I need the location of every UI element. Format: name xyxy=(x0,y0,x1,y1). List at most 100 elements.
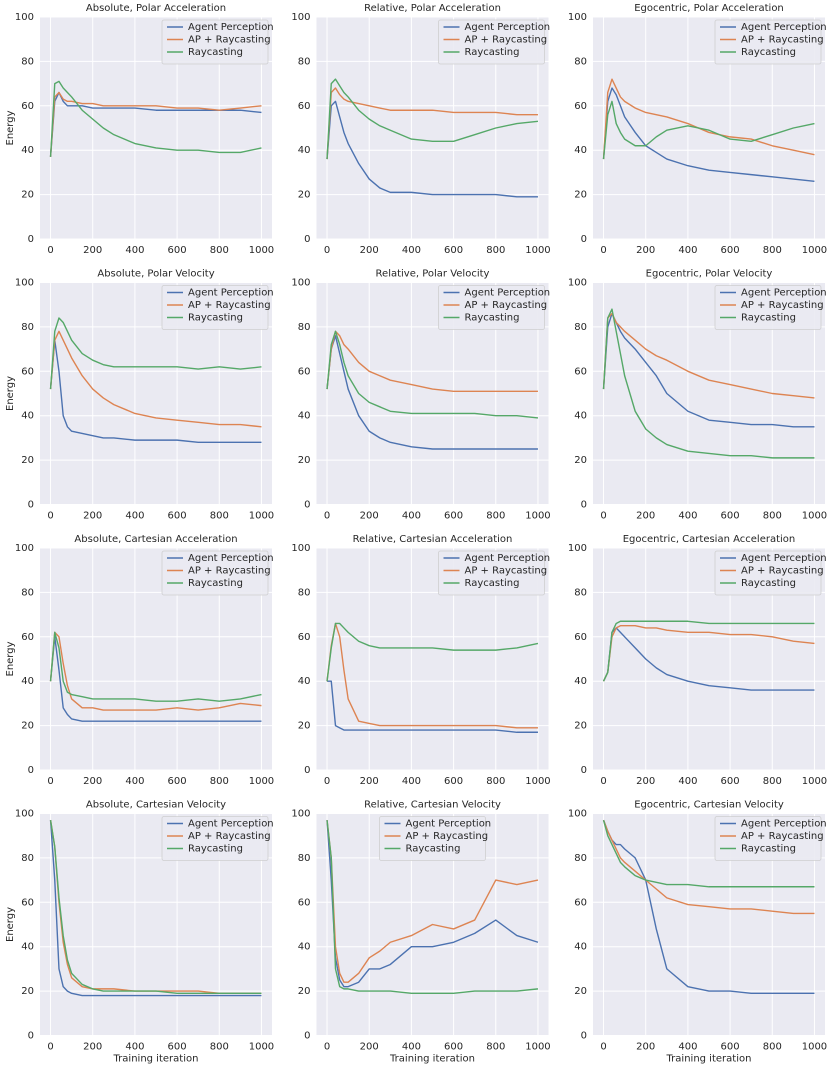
legend-label: Raycasting xyxy=(188,47,243,58)
series-line xyxy=(602,819,815,915)
y-tick-label: 60 xyxy=(298,897,311,908)
legend-label: AP + Raycasting xyxy=(188,300,271,311)
y-tick-label: 100 xyxy=(15,12,34,23)
y-tick-label: 40 xyxy=(574,411,587,422)
x-tick-label: 800 xyxy=(210,511,229,522)
y-tick-label: 0 xyxy=(581,234,587,245)
legend-box xyxy=(714,816,822,861)
x-tick-label: 0 xyxy=(47,511,53,522)
series-line xyxy=(602,308,815,459)
x-tick-label: 0 xyxy=(47,1042,53,1053)
x-axis-label: Training iteration xyxy=(389,1054,475,1065)
legend-box xyxy=(161,816,269,861)
x-tick-label: 0 xyxy=(600,511,606,522)
series-line xyxy=(602,100,815,160)
legend-label: Agent Perception xyxy=(406,819,492,830)
x-tick-label: 0 xyxy=(600,245,606,256)
y-tick-label: 0 xyxy=(304,1031,310,1042)
legend-label: AP + Raycasting xyxy=(465,35,548,46)
legend-label: Raycasting xyxy=(188,578,243,589)
legend-label: Agent Perception xyxy=(465,288,551,299)
chart-title: Relative, Cartesian Velocity xyxy=(364,800,501,811)
legend-label: Raycasting xyxy=(741,313,796,324)
legend-box xyxy=(714,550,822,596)
chart-title: Absolute, Polar Velocity xyxy=(97,269,214,280)
y-tick-label: 40 xyxy=(298,411,311,422)
series-line xyxy=(326,330,538,392)
y-tick-label: 40 xyxy=(298,942,311,953)
series-line xyxy=(49,631,262,711)
legend-label: Agent Perception xyxy=(465,553,551,564)
y-tick-label: 40 xyxy=(574,942,587,953)
x-tick-label: 800 xyxy=(210,1042,229,1053)
x-tick-label: 0 xyxy=(324,245,330,256)
y-tick-label: 20 xyxy=(574,190,587,201)
y-tick-label: 40 xyxy=(21,942,34,953)
legend-label: Agent Perception xyxy=(188,819,274,830)
x-tick-label: 800 xyxy=(210,776,229,787)
y-tick-label: 60 xyxy=(21,897,34,908)
y-axis-label: Energy xyxy=(5,907,16,942)
series-line xyxy=(326,622,539,682)
y-tick-label: 20 xyxy=(21,190,34,201)
x-tick-label: 600 xyxy=(444,776,463,787)
y-tick-label: 0 xyxy=(28,234,34,245)
x-tick-label: 200 xyxy=(83,511,102,522)
y-tick-label: 80 xyxy=(574,587,587,598)
x-tick-label: 200 xyxy=(636,511,655,522)
chart-title: Egocentric, Polar Velocity xyxy=(646,269,773,280)
x-tick-label: 800 xyxy=(763,776,782,787)
y-tick-label: 20 xyxy=(298,986,311,997)
legend-label: Raycasting xyxy=(741,844,796,855)
y-tick-label: 40 xyxy=(574,676,587,687)
x-tick-label: 1000 xyxy=(525,776,550,787)
legend-box xyxy=(379,816,486,861)
x-tick-label: 1000 xyxy=(802,776,827,787)
x-tick-label: 200 xyxy=(83,776,102,787)
y-tick-label: 80 xyxy=(574,853,587,864)
y-tick-label: 0 xyxy=(304,500,310,511)
legend-label: Raycasting xyxy=(188,313,243,324)
x-tick-label: 200 xyxy=(360,245,379,256)
x-tick-label: 200 xyxy=(636,245,655,256)
y-tick-label: 60 xyxy=(21,632,34,643)
series-line xyxy=(49,820,262,997)
legend-box xyxy=(438,19,545,65)
y-tick-label: 60 xyxy=(298,632,311,643)
x-tick-label: 0 xyxy=(324,1042,330,1053)
chart-title: Absolute, Cartesian Velocity xyxy=(86,800,226,811)
y-tick-label: 60 xyxy=(21,366,34,377)
legend-label: Agent Perception xyxy=(465,22,551,33)
legend-label: Agent Perception xyxy=(741,288,827,299)
legend-box xyxy=(161,285,269,330)
x-tick-label: 200 xyxy=(360,776,379,787)
x-tick-label: 200 xyxy=(83,1042,102,1053)
x-tick-label: 1000 xyxy=(249,511,274,522)
x-tick-label: 1000 xyxy=(802,511,827,522)
x-tick-label: 400 xyxy=(678,776,697,787)
series-line xyxy=(49,317,262,390)
y-tick-label: 60 xyxy=(574,897,587,908)
y-tick-label: 20 xyxy=(21,721,34,732)
legend-label: Raycasting xyxy=(741,47,796,58)
y-tick-label: 60 xyxy=(574,632,587,643)
y-tick-label: 20 xyxy=(298,721,311,732)
legend-label: Raycasting xyxy=(188,844,243,855)
chart-title: Egocentric, Cartesian Velocity xyxy=(634,800,784,811)
series-line xyxy=(602,625,815,682)
x-tick-label: 400 xyxy=(678,1042,697,1053)
y-tick-label: 80 xyxy=(298,56,311,67)
x-tick-label: 600 xyxy=(168,245,187,256)
y-tick-label: 40 xyxy=(21,411,34,422)
y-tick-label: 100 xyxy=(15,809,34,820)
x-tick-label: 400 xyxy=(125,245,144,256)
series-line xyxy=(602,819,815,888)
x-axis-label: Training iteration xyxy=(666,1054,752,1065)
x-tick-label: 0 xyxy=(47,245,53,256)
